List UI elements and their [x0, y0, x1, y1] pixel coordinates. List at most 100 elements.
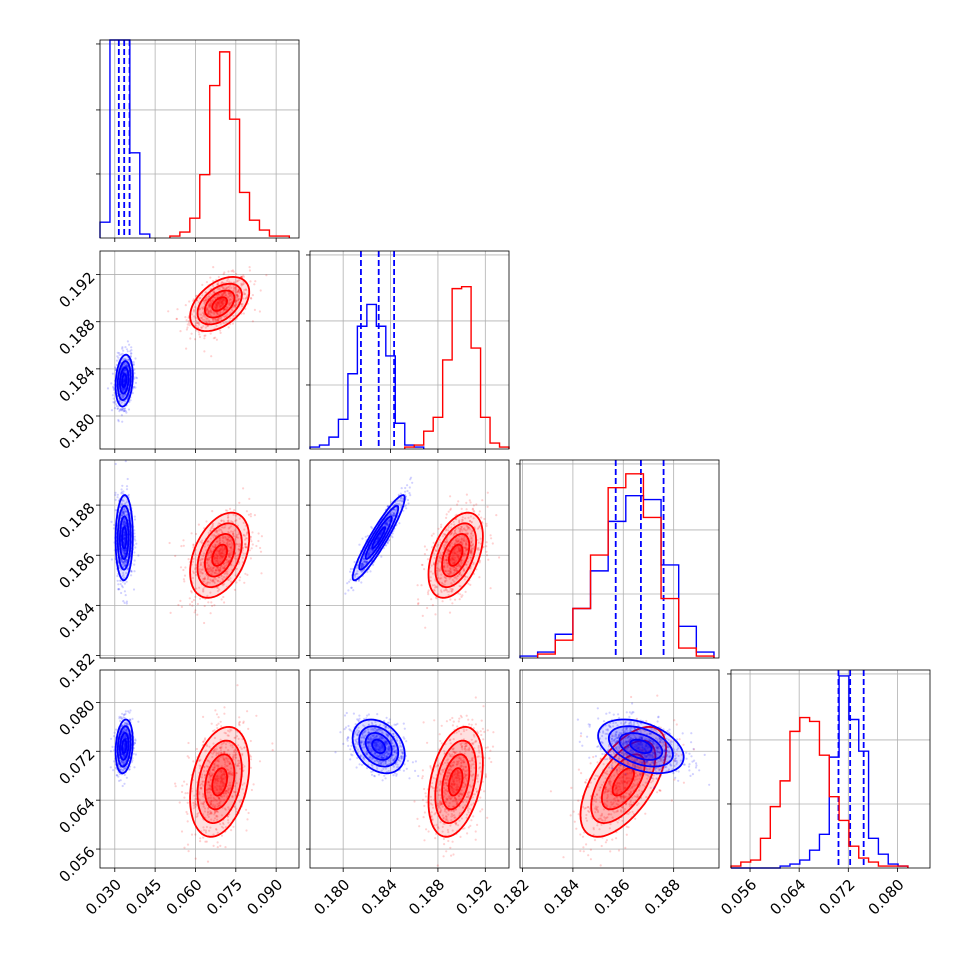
scatter-point	[231, 530, 235, 534]
scatter-point	[240, 282, 243, 285]
scatter-point	[470, 541, 473, 544]
scatter-point	[123, 549, 126, 552]
scatter-point	[228, 288, 231, 291]
contour-red	[211, 296, 229, 312]
scatter-point	[123, 550, 126, 554]
scatter-point	[458, 564, 461, 567]
scatter-point	[120, 558, 123, 561]
scatter-point	[203, 738, 206, 741]
scatter-point	[404, 490, 407, 493]
scatter-point	[194, 568, 197, 571]
scatter-point	[220, 282, 223, 285]
scatter-point	[451, 588, 455, 591]
scatter-point	[203, 337, 206, 340]
scatter-point	[133, 559, 136, 562]
scatter-point	[195, 324, 198, 327]
scatter-point	[111, 394, 114, 397]
scatter-point	[125, 411, 128, 414]
scatter-point	[245, 296, 248, 300]
scatter-point	[450, 557, 454, 560]
scatter-point	[206, 578, 209, 581]
scatter-point	[218, 303, 221, 306]
scatter-point	[212, 337, 215, 340]
scatter-point	[182, 578, 185, 581]
scatter-point	[453, 531, 457, 534]
scatter-point	[129, 570, 133, 573]
scatter-point	[124, 364, 127, 368]
scatter-point	[203, 577, 206, 581]
scatter-point	[218, 536, 221, 540]
scatter-point	[236, 290, 239, 294]
scatter-point	[122, 359, 125, 362]
scatter-point	[444, 529, 448, 532]
scatter-point	[471, 534, 474, 537]
scatter-point	[230, 564, 233, 567]
scatter-point	[125, 514, 128, 517]
scatter-point	[213, 556, 217, 559]
scatter-point	[255, 714, 258, 717]
scatter-point	[445, 570, 448, 573]
scatter-point	[190, 532, 193, 535]
panel-2-0	[96, 459, 300, 662]
scatter-point	[460, 520, 464, 524]
scatter-point	[469, 541, 472, 544]
scatter-point	[218, 299, 221, 302]
scatter-point	[445, 559, 449, 562]
scatter-point	[123, 370, 126, 373]
scatter-point	[216, 586, 219, 590]
scatter-point	[188, 597, 191, 600]
scatter-point	[202, 314, 205, 318]
scatter-point	[234, 291, 237, 294]
scatter-point	[453, 568, 457, 571]
scatter-point	[433, 552, 436, 556]
scatter-point	[116, 407, 119, 410]
scatter-point	[460, 574, 463, 577]
scatter-point	[183, 574, 187, 577]
scatter-point	[115, 363, 118, 367]
scatter-point	[123, 409, 126, 413]
scatter-point	[249, 512, 252, 516]
scatter-point	[116, 496, 119, 499]
scatter-point	[466, 560, 469, 563]
scatter-point	[206, 324, 209, 327]
scatter-point	[201, 539, 204, 542]
scatter-point	[352, 589, 355, 592]
scatter-point	[125, 580, 128, 583]
scatter-point	[453, 562, 456, 565]
scatter-point	[458, 572, 461, 576]
scatter-point	[224, 321, 228, 324]
scatter-point	[220, 519, 223, 522]
scatter-point	[250, 540, 253, 543]
scatter-point	[465, 508, 468, 511]
scatter-point	[123, 551, 127, 554]
scatter-point	[201, 572, 204, 575]
scatter-point	[454, 552, 457, 555]
scatter-point	[134, 386, 137, 389]
scatter-point	[133, 535, 136, 538]
scatter-point	[220, 292, 223, 295]
contour-red	[196, 522, 243, 589]
scatter-point	[123, 362, 126, 365]
scatter-point	[194, 574, 197, 577]
scatter-point	[238, 517, 241, 520]
scatter-point	[122, 511, 125, 515]
scatter-point	[216, 556, 219, 560]
scatter-point	[455, 577, 458, 580]
scatter-point	[440, 557, 443, 560]
scatter-point	[236, 294, 239, 297]
scatter-point	[205, 309, 208, 312]
scatter-point	[470, 537, 473, 540]
scatter-point	[209, 276, 212, 279]
scatter-point	[350, 586, 353, 589]
scatter-point	[219, 580, 222, 583]
scatter-point	[130, 352, 133, 355]
scatter-point	[206, 557, 209, 561]
scatter-point	[190, 590, 193, 593]
scatter-point	[432, 561, 436, 564]
scatter-point	[126, 340, 129, 343]
scatter-point	[122, 508, 125, 511]
scatter-point	[459, 528, 462, 531]
scatter-point	[230, 541, 233, 544]
scatter-point	[190, 833, 194, 836]
scatter-point	[122, 523, 125, 527]
